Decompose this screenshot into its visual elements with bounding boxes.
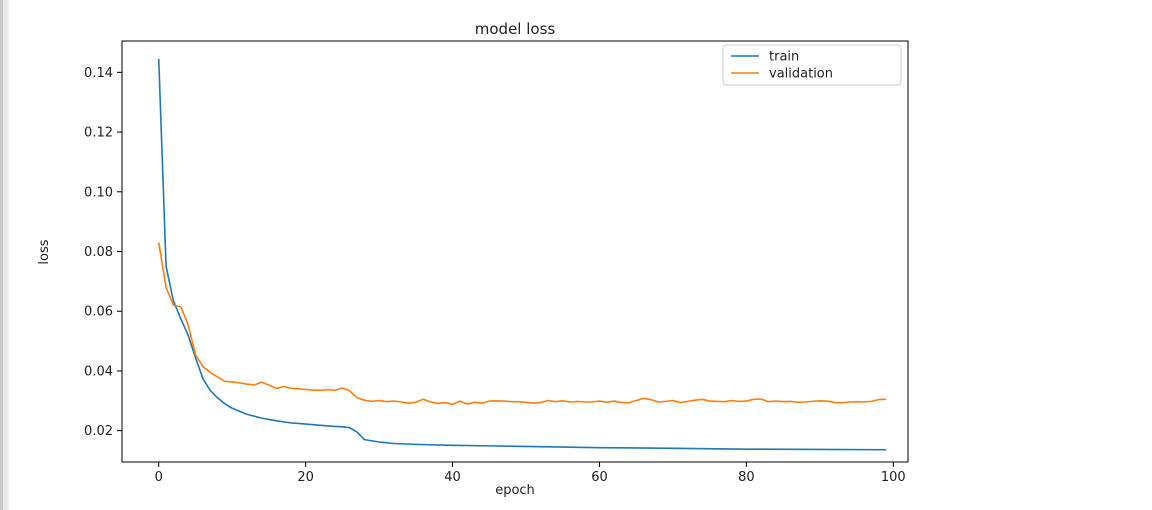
- legend: train validation: [722, 44, 902, 86]
- x-tick-label: 100: [881, 470, 906, 485]
- y-tick-label: 0.12: [84, 126, 113, 141]
- legend-box: [722, 44, 902, 86]
- x-tick-label: 40: [444, 470, 461, 485]
- y-tick-label: 0.02: [84, 424, 113, 439]
- series-line-validation: [157, 242, 886, 406]
- x-tick-label: 20: [297, 470, 314, 485]
- y-tick-label: 0.14: [84, 66, 113, 81]
- y-tick-label: 0.06: [84, 305, 113, 320]
- series-line-train: [157, 58, 886, 451]
- legend-label-train: train: [769, 50, 799, 65]
- y-tick-label: 0.10: [84, 185, 113, 200]
- x-axis-label: epoch: [495, 483, 535, 498]
- axes-frame: [121, 40, 909, 463]
- x-tick-label: 80: [738, 470, 755, 485]
- plot-area: 0 20 40 60 80 100 0.02 0.04 0.06 0.08 0.10 0.12 0.14: [84, 40, 909, 485]
- x-tick-label: 0: [155, 470, 163, 485]
- y-tick-label: 0.08: [84, 245, 113, 260]
- y-axis-label: loss: [37, 239, 52, 264]
- chart-title: model loss: [475, 20, 556, 38]
- window-left-edge: [0, 0, 10, 510]
- x-tick-label: 60: [591, 470, 608, 485]
- legend-label-validation: validation: [769, 67, 833, 82]
- y-tick-label: 0.04: [84, 364, 113, 379]
